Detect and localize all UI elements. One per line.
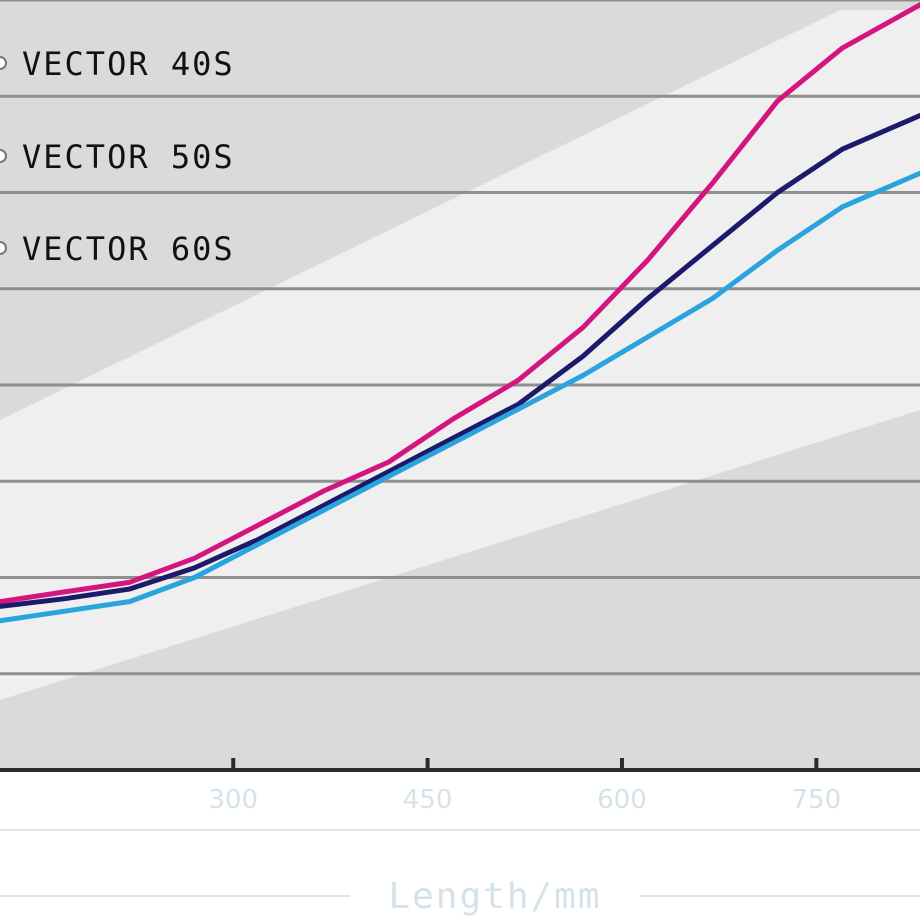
legend: VECTOR 40S VECTOR 50S VECTOR 60S [0, 45, 235, 268]
series-line-vector-50s [0, 113, 920, 609]
x-tick-label: 750 [792, 785, 842, 815]
legend-label: VECTOR 40S [22, 45, 235, 83]
diagonal-light-band [0, 10, 920, 700]
legend-marker [0, 241, 7, 255]
x-tick-label: 450 [403, 785, 453, 815]
x-tick-label: 300 [208, 785, 258, 815]
series-line-vector-60s [0, 170, 920, 624]
gridlines [0, 0, 920, 676]
x-axis-title: Length/mm [388, 876, 601, 917]
x-tick-label: 600 [597, 785, 647, 815]
legend-marker [0, 56, 7, 70]
x-axis-ticks: 300 450 600 750 [208, 758, 841, 815]
legend-label: VECTOR 60S [22, 230, 235, 268]
legend-marker [0, 149, 7, 163]
series-lines [0, 2, 920, 624]
series-line-vector-40s [0, 2, 920, 605]
legend-label: VECTOR 50S [22, 138, 235, 176]
